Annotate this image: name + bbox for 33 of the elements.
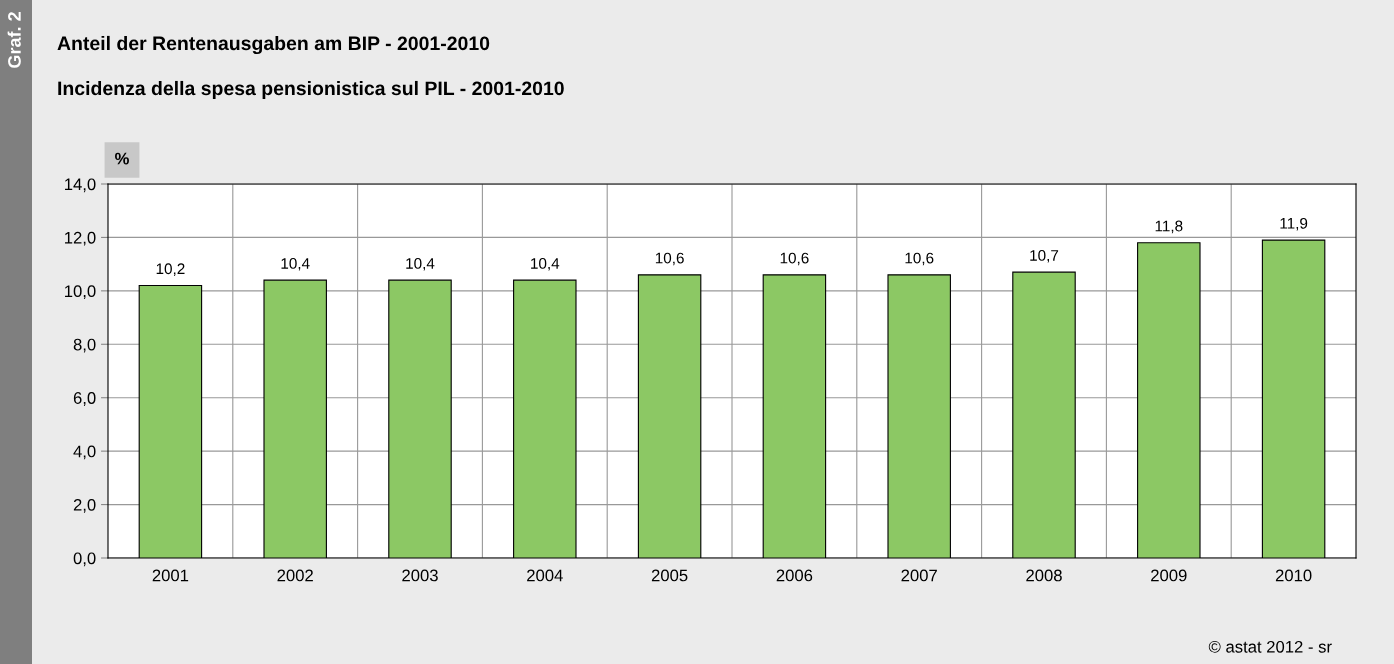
x-tick-label: 2003 bbox=[402, 569, 438, 582]
x-tick-label: 2010 bbox=[1275, 569, 1312, 582]
x-tick-label: 2004 bbox=[527, 569, 563, 582]
x-tick-label: 2005 bbox=[651, 569, 688, 582]
y-tick-label: 14,0 bbox=[65, 178, 96, 193]
chart-subtitle: Incidenza della spesa pensionistica sul PIL - 2001-2010 bbox=[58, 80, 564, 100]
y-tick-label: 8,0 bbox=[73, 338, 96, 353]
data-label: 10,6 bbox=[655, 252, 684, 266]
x-tick-label: 2009 bbox=[1151, 569, 1187, 582]
y-tick-label: 2,0 bbox=[73, 498, 96, 513]
x-tick-label: 2001 bbox=[152, 569, 189, 582]
y-axis-title: % bbox=[115, 152, 129, 165]
data-label: 10,6 bbox=[780, 252, 809, 266]
data-label: 10,4 bbox=[281, 258, 310, 271]
x-tick-label: 2007 bbox=[901, 569, 937, 582]
y-tick-label: 12,0 bbox=[65, 231, 96, 246]
chart-title: Anteil der Rentenausgaben am BIP - 2001-2010 bbox=[57, 35, 490, 55]
data-label: 11,8 bbox=[1155, 220, 1183, 234]
y-tick-label: 0,0 bbox=[73, 552, 96, 567]
text: © astat 2012 - sr bbox=[1208, 640, 1332, 653]
data-label: 10,4 bbox=[531, 258, 560, 271]
data-label: 11,9 bbox=[1280, 217, 1308, 231]
data-label: 10,4 bbox=[406, 258, 435, 271]
x-tick-label: 2006 bbox=[776, 569, 813, 582]
data-label: 10,7 bbox=[1030, 249, 1059, 263]
y-tick-label: 4,0 bbox=[73, 445, 96, 460]
y-tick-label: 6,0 bbox=[73, 392, 96, 406]
text: Graf. 2 bbox=[7, 12, 21, 68]
data-label: 10,6 bbox=[905, 252, 934, 266]
data-label: 10,2 bbox=[156, 263, 185, 276]
y-tick-label: 10,0 bbox=[65, 285, 96, 300]
x-tick-label: 2008 bbox=[1026, 569, 1062, 582]
x-tick-label: 2002 bbox=[277, 569, 313, 582]
